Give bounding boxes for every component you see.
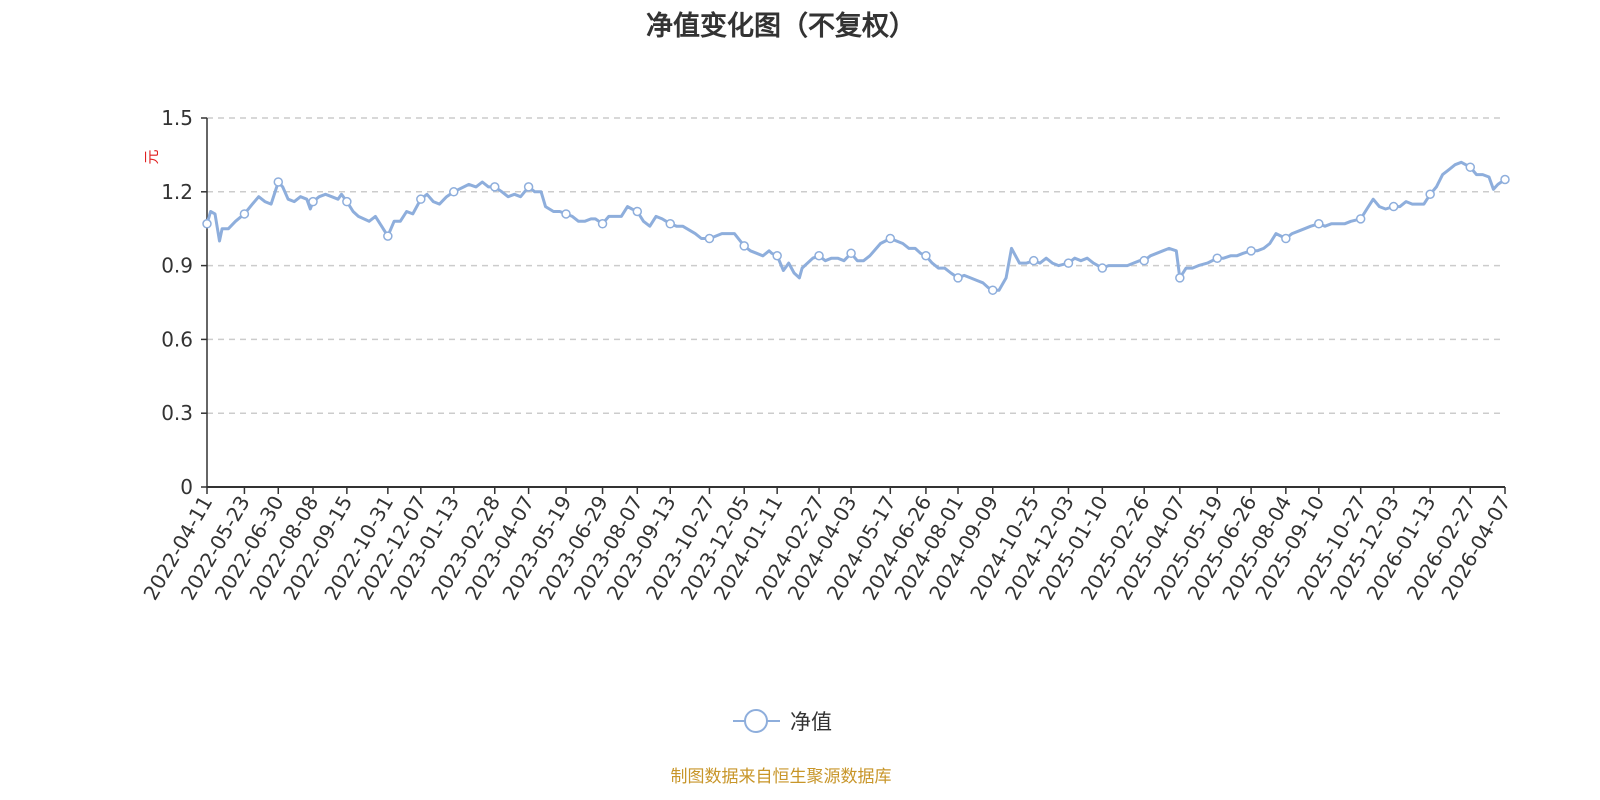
data-point-marker[interactable] (383, 231, 393, 241)
data-point-marker[interactable] (921, 251, 931, 261)
legend-circle-icon (744, 709, 768, 733)
axes (201, 117, 1506, 494)
data-point-marker[interactable] (1314, 219, 1324, 229)
data-point-marker[interactable] (1097, 263, 1108, 273)
data-point-marker[interactable] (772, 251, 782, 261)
data-point-marker[interactable] (1425, 189, 1435, 200)
data-point-marker[interactable] (273, 177, 284, 187)
data-point-marker[interactable] (1063, 258, 1074, 268)
data-point-marker[interactable] (416, 194, 426, 204)
series-markers (202, 162, 1510, 295)
data-point-marker[interactable] (1500, 174, 1510, 185)
gridlines (207, 117, 1505, 414)
data-point-marker[interactable] (1388, 201, 1399, 212)
data-point-marker[interactable] (490, 182, 500, 192)
data-point-marker[interactable] (1139, 255, 1149, 266)
data-point-marker[interactable] (1175, 273, 1185, 283)
data-point-marker[interactable] (561, 209, 571, 219)
y-tick-label: 1.2 (161, 180, 193, 204)
data-point-marker[interactable] (632, 206, 643, 217)
data-point-marker[interactable] (308, 196, 318, 207)
data-point-marker[interactable] (704, 233, 715, 244)
y-tick-label: 0.6 (161, 327, 193, 351)
data-point-marker[interactable] (239, 209, 250, 219)
data-point-marker[interactable] (739, 241, 749, 251)
data-point-marker[interactable] (987, 285, 998, 295)
legend-label: 净值 (790, 710, 832, 734)
data-point-marker[interactable] (597, 219, 608, 229)
y-tick-label: 0.3 (161, 401, 193, 425)
data-point-marker[interactable] (953, 273, 963, 283)
data-point-marker[interactable] (449, 187, 459, 197)
data-point-marker[interactable] (1028, 255, 1039, 266)
data-point-marker[interactable] (846, 248, 856, 259)
y-tick-labels: 0 0.3 0.6 0.9 1.2 1.5 (161, 106, 193, 499)
data-point-marker[interactable] (665, 219, 676, 229)
data-point-marker[interactable] (814, 251, 824, 261)
data-point-marker[interactable] (885, 233, 896, 244)
series-line-净值 (205, 160, 1507, 292)
legend[interactable]: 净值 (733, 709, 832, 734)
data-point-marker[interactable] (1465, 162, 1476, 172)
chart-title: 净值变化图（不复权） (646, 11, 916, 42)
x-tick-labels: 2022-04-112022-05-232022-06-302022-08-08… (138, 492, 1515, 605)
data-point-marker[interactable] (1212, 253, 1222, 263)
data-point-marker[interactable] (1246, 246, 1256, 256)
data-point-marker[interactable] (1355, 214, 1366, 224)
data-source-note: 制图数据来自恒生聚源数据库 (670, 767, 892, 787)
y-tick-label: 1.5 (161, 106, 193, 130)
data-point-marker[interactable] (202, 219, 212, 229)
data-point-marker[interactable] (1281, 233, 1291, 244)
y-axis-label: 元 (143, 149, 161, 164)
y-tick-label: 0 (180, 475, 193, 499)
y-tick-label: 0.9 (161, 254, 193, 278)
data-point-marker[interactable] (523, 182, 534, 192)
data-point-marker[interactable] (342, 196, 352, 207)
